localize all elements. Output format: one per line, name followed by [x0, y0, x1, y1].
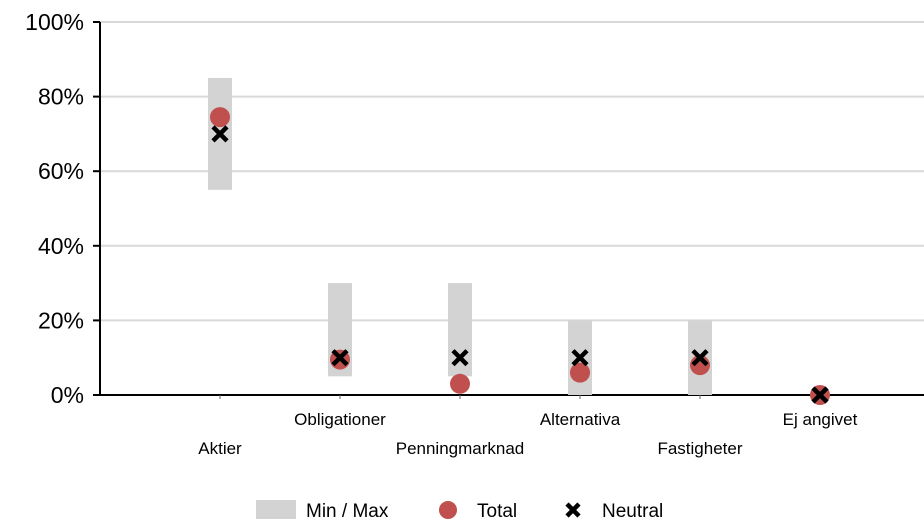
legend-swatch-total — [439, 501, 457, 519]
x-tick-label: Penningmarknad — [396, 439, 525, 458]
neutral-marker — [331, 349, 349, 367]
neutral-marker — [571, 349, 589, 367]
total-marker — [450, 373, 470, 394]
legend: Min / Max Total Neutral — [256, 500, 663, 519]
neutral-marker — [451, 349, 469, 367]
axes — [93, 21, 924, 399]
legend-label-total: Total — [477, 501, 517, 519]
x-tick-label: Ej angivet — [783, 410, 858, 429]
legend-swatch-range — [256, 500, 296, 519]
total-markers — [210, 107, 830, 405]
range-bar — [448, 283, 472, 377]
x-tick-label: Fastigheter — [657, 439, 742, 458]
y-tick-labels: 0% 20% 40% 60% 80% 100% — [25, 9, 84, 408]
legend-label-neutral: Neutral — [602, 501, 663, 519]
x-tick-labels: Aktier Obligationer Penningmarknad Alternat… — [198, 410, 857, 458]
y-tick-label: 40% — [38, 233, 84, 259]
x-tick-label: Alternativa — [540, 410, 621, 429]
gridlines — [100, 21, 924, 322]
y-tick-label: 80% — [38, 84, 84, 110]
neutral-marker — [811, 386, 829, 404]
neutral-markers — [211, 125, 829, 404]
y-tick-label: 20% — [38, 307, 84, 333]
x-tick-label: Obligationer — [294, 410, 386, 429]
total-marker — [570, 362, 590, 383]
neutral-marker — [211, 125, 229, 143]
total-marker — [210, 107, 230, 128]
x-tick-label: Aktier — [198, 439, 242, 458]
y-tick-label: 100% — [25, 9, 84, 35]
neutral-marker — [691, 349, 709, 367]
legend-swatch-neutral — [565, 502, 581, 518]
y-tick-label: 60% — [38, 158, 84, 184]
y-tick-label: 0% — [51, 382, 84, 408]
legend-label-range: Min / Max — [306, 501, 389, 519]
range-bars — [208, 77, 712, 395]
